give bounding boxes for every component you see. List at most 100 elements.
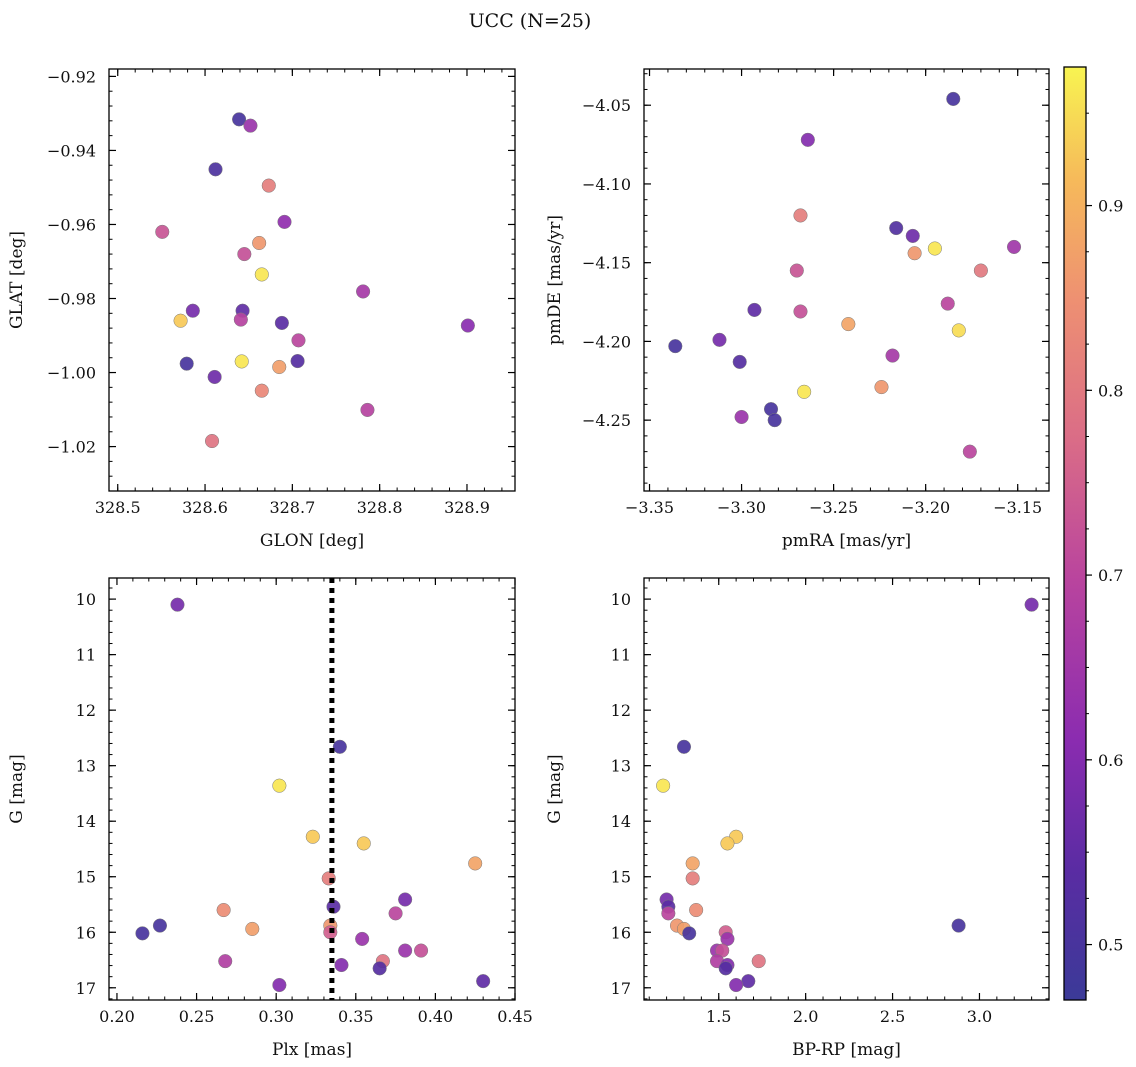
- scatter-point: [940, 296, 955, 311]
- scatter-point: [356, 836, 371, 851]
- y-tick-label: −4.10: [582, 175, 631, 194]
- scatter-point: [962, 444, 977, 459]
- scatter-point: [689, 902, 704, 918]
- y-tick-label: 11: [611, 646, 631, 665]
- panel-glon-glat: 328.5 328.6 328.7 328.8 328.9 −1.02 −1.00 −0.98…: [7, 67, 516, 551]
- y-tick-label: 10: [76, 590, 96, 609]
- scatter-point: [234, 354, 249, 369]
- x-tick-label: 0.35: [338, 1007, 374, 1026]
- scatter-point: [233, 312, 248, 327]
- scatter-point: [334, 957, 349, 973]
- y-axis-label: G [mag]: [545, 754, 565, 823]
- colorbar-frame: [1063, 66, 1087, 1001]
- scatter-point: [676, 739, 692, 754]
- scatter-point: [874, 380, 889, 395]
- scatter-point: [388, 906, 403, 921]
- scatter-point: [907, 246, 922, 261]
- scatter-point: [751, 954, 766, 969]
- scatter-point: [793, 304, 808, 319]
- x-tick-label: 328.8: [357, 498, 403, 517]
- y-axis-label: G [mag]: [7, 754, 27, 823]
- scatter-point: [272, 778, 287, 793]
- colorbar-tick-label: 0.8: [1098, 381, 1123, 400]
- y-tick-label: −0.96: [47, 215, 96, 234]
- colorbar-tick-label: 0.7: [1098, 566, 1123, 585]
- scatter-point: [668, 339, 683, 354]
- y-tick-label: −4.20: [582, 332, 631, 351]
- colorbar-tick-label: 0.5: [1098, 936, 1123, 955]
- axes-frame: [108, 577, 516, 1001]
- y-tick-label: 17: [76, 979, 96, 998]
- x-tick-label: 1.5: [706, 1007, 731, 1026]
- x-axis-label: pmRA [mas/yr]: [782, 531, 911, 551]
- x-tick-label: 328.7: [269, 498, 315, 517]
- scatter-point: [185, 303, 200, 318]
- scatter-point: [414, 943, 429, 958]
- scatter-point: [685, 871, 700, 886]
- y-tick-label: 12: [611, 701, 631, 720]
- scatter-point: [254, 267, 269, 282]
- scatter-point: [718, 961, 733, 976]
- x-tick-label: −3.35: [625, 498, 674, 517]
- scatter-point: [356, 284, 371, 299]
- scatter-point: [170, 597, 185, 612]
- scatter-point: [685, 856, 700, 871]
- x-tick-label: 0.25: [179, 1007, 215, 1026]
- scatter-point: [232, 112, 247, 127]
- scatter-point: [274, 315, 289, 330]
- scatter-point: [243, 118, 258, 133]
- scatter-point: [712, 332, 727, 347]
- scatter-point: [332, 739, 347, 754]
- scatter-point: [254, 383, 269, 398]
- scatter-point: [460, 318, 475, 333]
- plot-area: [109, 69, 515, 491]
- axes-frame: [643, 577, 1050, 1001]
- y-tick-label: 14: [76, 812, 96, 831]
- scatter-point: [789, 263, 804, 278]
- scatter-point: [889, 220, 904, 236]
- scatter-point: [800, 132, 815, 147]
- figure-title: UCC (N=25): [469, 10, 592, 32]
- x-tick-label: −3.20: [901, 498, 950, 517]
- panel-bprp-g: 1.5 2.0 2.5 3.0 10 11 12 13 14 15 16 17 BP-RP [mag] G…: [545, 577, 1050, 1060]
- scatter-point: [305, 829, 320, 844]
- scatter-point: [290, 354, 305, 369]
- y-tick-label: −1.02: [47, 438, 96, 457]
- scatter-point: [747, 302, 762, 317]
- scatter-point: [661, 906, 676, 921]
- scatter-point: [946, 91, 961, 106]
- scatter-point: [261, 178, 276, 193]
- y-tick-label: 13: [76, 757, 96, 776]
- scatter-point: [734, 409, 749, 425]
- y-tick-label: 14: [611, 812, 631, 831]
- scatter-point: [720, 931, 735, 946]
- scatter-point: [476, 974, 491, 989]
- y-tick-label: 11: [76, 646, 96, 665]
- scatter-point: [218, 954, 233, 969]
- scatter-point: [291, 333, 306, 348]
- y-tick-label: 12: [76, 701, 96, 720]
- scatter-point: [951, 918, 966, 933]
- x-tick-label: 3.0: [967, 1007, 992, 1026]
- y-tick-label: 15: [76, 868, 96, 887]
- scatter-point: [927, 241, 942, 256]
- x-tick-label: 0.20: [99, 1007, 135, 1026]
- x-tick-label: 328.5: [95, 498, 141, 517]
- scatter-point: [885, 348, 900, 363]
- colorbar: 0.5 0.6 0.7 0.8 0.9: [1063, 66, 1123, 1001]
- y-tick-label: 10: [611, 590, 631, 609]
- scatter-point: [135, 926, 150, 941]
- scatter-point: [207, 369, 222, 385]
- scatter-point: [398, 943, 413, 958]
- scatter-point: [245, 921, 260, 936]
- y-axis-label: pmDE [mas/yr]: [545, 215, 565, 345]
- scatter-point: [152, 918, 167, 933]
- y-axis-label: GLAT [deg]: [7, 231, 27, 329]
- scatter-point: [468, 856, 483, 871]
- x-tick-label: −3.15: [993, 498, 1042, 517]
- axes-frame: [108, 68, 516, 492]
- scatter-point: [173, 313, 188, 328]
- y-tick-label: −1.00: [47, 364, 96, 383]
- x-axis-label: BP-RP [mag]: [792, 1040, 901, 1060]
